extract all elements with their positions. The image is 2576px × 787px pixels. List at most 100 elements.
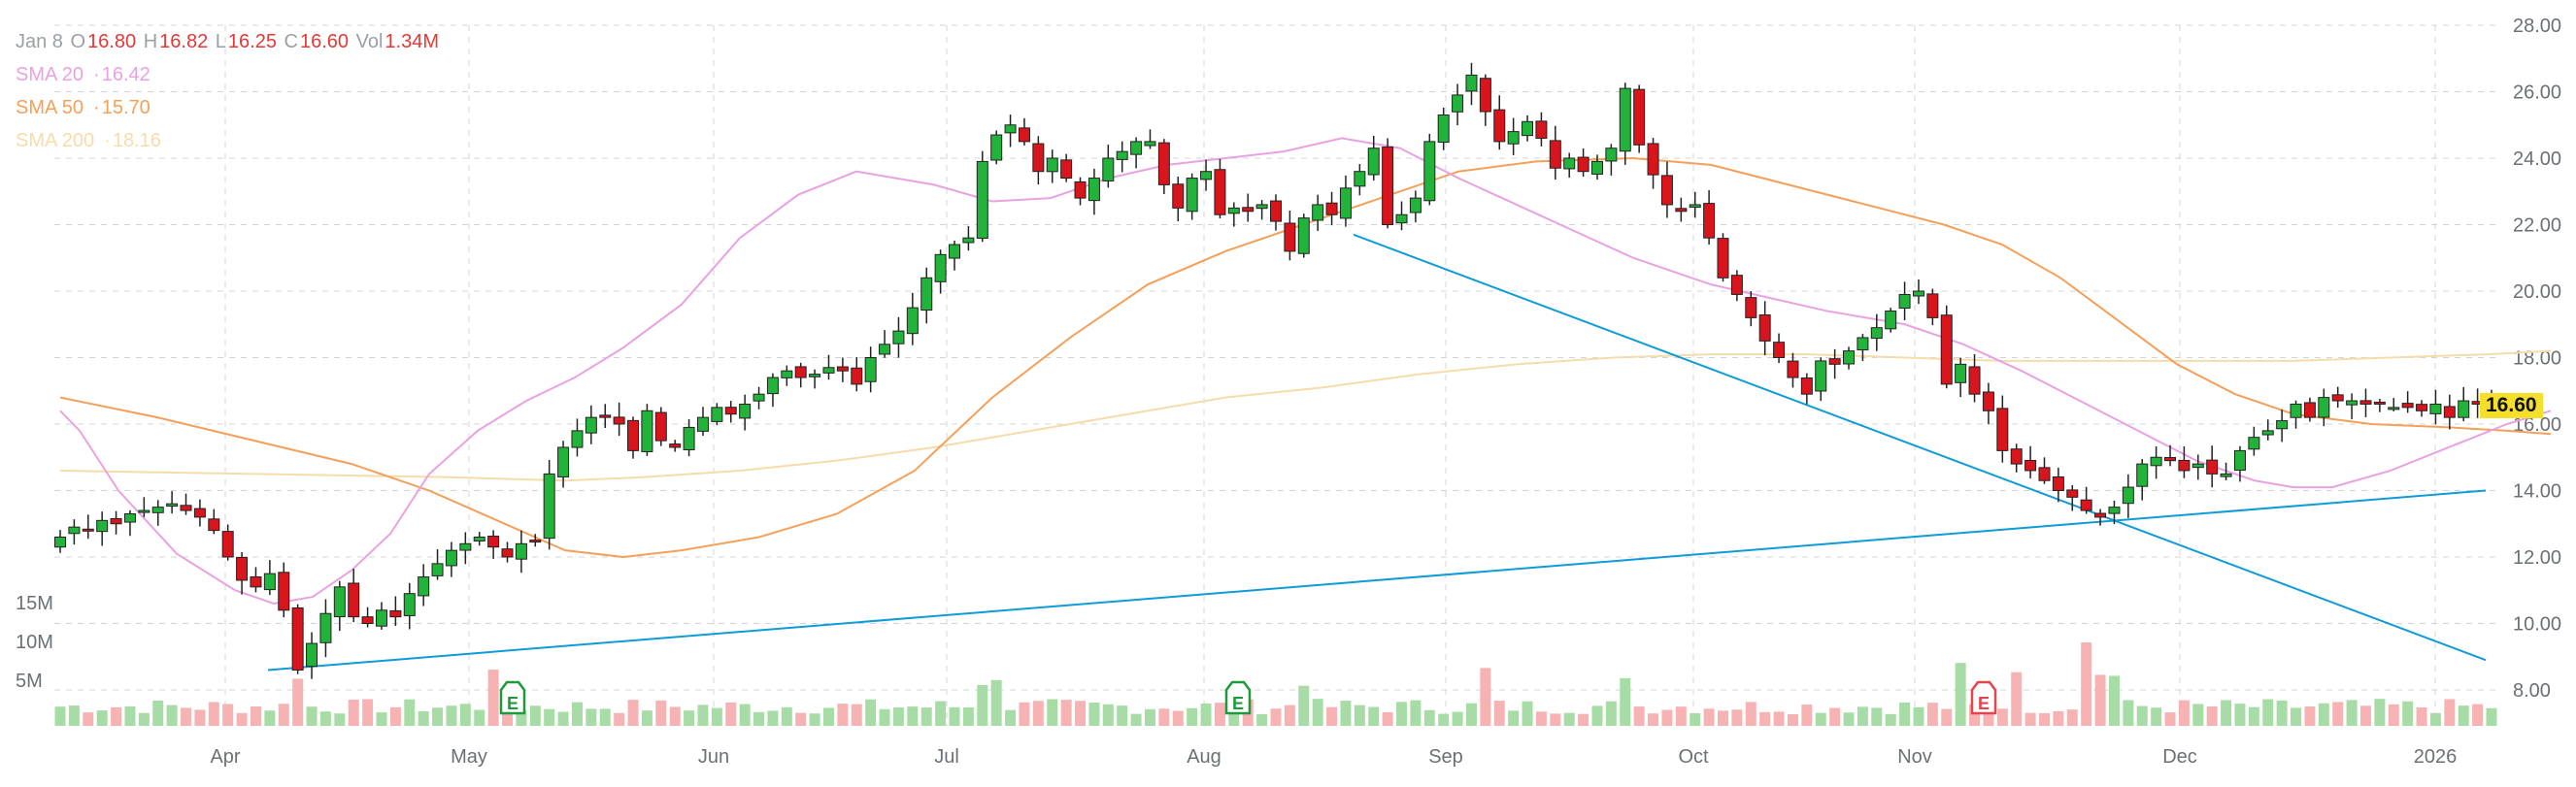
volume-bar [697, 705, 709, 726]
candle-body [2416, 404, 2428, 411]
candle-body [445, 549, 457, 567]
volume-bar [1941, 708, 1953, 726]
sma200-legend[interactable]: SMA 200 · 18.16 [16, 130, 161, 151]
sma50-legend[interactable]: SMA 50 · 15.70 [16, 97, 151, 118]
candle-body [711, 407, 723, 422]
volume-bar [278, 704, 289, 726]
candle-body [1157, 142, 1170, 185]
candle-body [836, 366, 849, 372]
volume-label: Vol [355, 31, 384, 52]
candle-body [949, 244, 961, 259]
volume-bar [1871, 707, 1883, 726]
candle-body [934, 253, 947, 282]
volume-bar [2108, 675, 2120, 726]
volume-bar [1354, 705, 1365, 726]
candle-body [2220, 473, 2232, 477]
volume-bar [1731, 709, 1743, 726]
sma200-value: 18.16 [112, 130, 161, 151]
candle-body [1297, 217, 1310, 254]
volume-bar [138, 712, 150, 726]
volume-bar [907, 706, 919, 726]
volume-bar [1801, 705, 1813, 726]
candle-body [1116, 150, 1128, 160]
volume-bar [627, 700, 639, 726]
candle-body [2331, 394, 2344, 402]
volume-bar [2136, 705, 2148, 726]
volume-bar [1144, 708, 1155, 726]
earnings-marker-icon [1970, 680, 1997, 715]
sma20-legend[interactable]: SMA 20 · 16.42 [16, 64, 151, 85]
candle-body [1395, 213, 1408, 224]
volume-bar [669, 706, 681, 726]
candle-body [794, 366, 807, 378]
volume-bar [222, 704, 234, 726]
candle-body [250, 575, 262, 588]
volume-bar [2318, 703, 2329, 726]
volume-bar [1312, 699, 1323, 726]
volume-bar [1996, 708, 2008, 726]
volume-bar [348, 699, 359, 726]
volume-bar [446, 705, 457, 726]
volume-bar [962, 706, 974, 726]
sma50-label: SMA 50 [16, 97, 84, 118]
candle-body [654, 411, 667, 442]
volume-bar [1605, 701, 1617, 726]
y-tick-label: 26.00 [2513, 82, 2561, 104]
volume-bar [2291, 707, 2302, 726]
candle-body [1060, 159, 1073, 180]
candle-body [2150, 456, 2162, 467]
volume-bar [264, 710, 276, 726]
candle-body [1843, 350, 1856, 365]
volume-bar [516, 710, 527, 726]
earnings-marker-icon [1224, 680, 1252, 715]
volume-bar [977, 684, 988, 726]
candle-body [1982, 391, 1994, 411]
candle-body [236, 556, 249, 581]
candle-body [1717, 238, 1729, 279]
volume-bar [1493, 701, 1505, 726]
volume-bar [208, 702, 219, 726]
candle-body [906, 307, 919, 335]
volume-bar [2234, 704, 2246, 726]
sma20-line [59, 137, 2552, 605]
volume-bar [194, 709, 206, 726]
y-tick-label: 10.00 [2513, 614, 2561, 636]
volume-bar [2123, 700, 2134, 726]
candle-body [1325, 202, 1338, 215]
candle-body [557, 446, 570, 477]
volume-bar [2178, 700, 2190, 726]
candle-body [1507, 131, 1520, 145]
volume-bar [1969, 704, 1981, 726]
candle-body [1227, 207, 1240, 214]
close-label: C [284, 31, 298, 52]
candle-body [1787, 360, 1799, 378]
candle-body [822, 367, 835, 374]
high-value: 16.82 [159, 31, 209, 52]
candle-body [2108, 507, 2121, 514]
volume-bar [432, 707, 444, 726]
candle-body [1745, 297, 1757, 318]
earnings-marker-label: E [1978, 694, 1990, 713]
volume-bar [1620, 677, 1631, 726]
sma50-line [59, 156, 2552, 559]
candle-body [1870, 327, 1883, 340]
candle-body [1689, 204, 1701, 209]
volume-bar [152, 700, 164, 726]
candle-body [613, 416, 625, 425]
trendline [267, 489, 2487, 672]
candle-body [1242, 207, 1255, 213]
volume-bar [1298, 685, 1310, 726]
volume-bar [319, 711, 331, 726]
volume-bar [1158, 708, 1170, 726]
sma200-line [59, 349, 2552, 482]
volume-bar [474, 709, 485, 726]
volume-bar [1423, 709, 1435, 726]
close-value: 16.60 [299, 31, 350, 52]
candle-body [1828, 358, 1841, 365]
volume-bar [83, 712, 94, 726]
candle-body [138, 509, 151, 513]
volume-bar [362, 699, 374, 726]
candle-body [1549, 140, 1561, 169]
